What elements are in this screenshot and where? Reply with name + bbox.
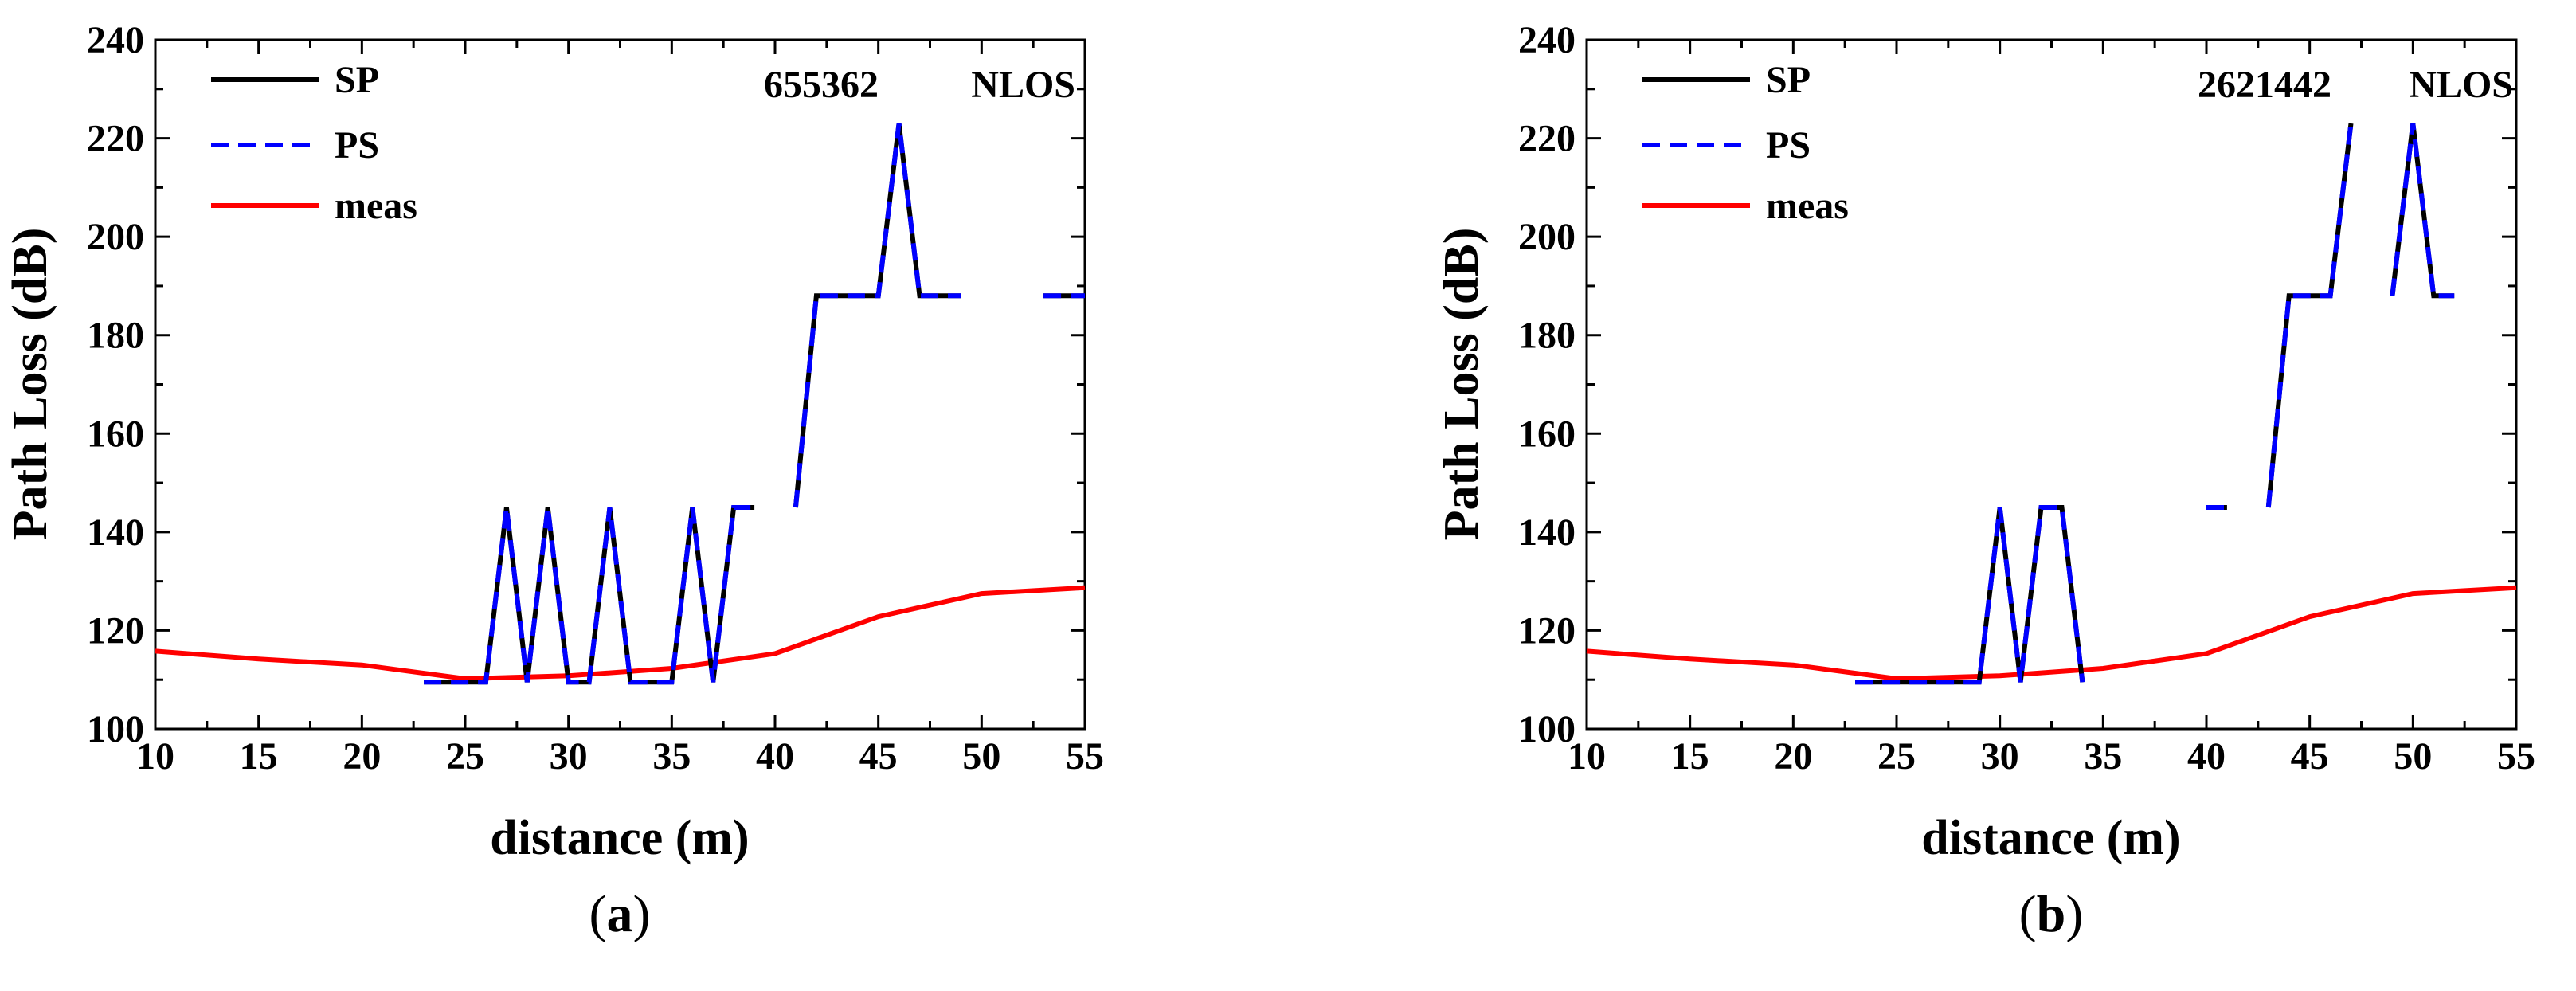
y-axis-title: Path Loss (dB)	[3, 228, 57, 541]
legend-label-ps: PS	[1766, 124, 1811, 166]
caption-b: (b)	[2019, 884, 2084, 945]
x-tick-label: 45	[859, 735, 898, 778]
annotation-label: NLOS	[971, 64, 1075, 106]
series-line-ps	[1855, 505, 2085, 685]
x-tick-label: 45	[2291, 735, 2329, 778]
series-line-sp	[793, 123, 961, 508]
y-tick-label: 100	[1518, 708, 1576, 750]
x-axis-title: distance (m)	[1921, 811, 2180, 865]
legend-label-ps: PS	[335, 124, 379, 166]
y-tick-label: 220	[87, 118, 144, 160]
y-tick-label: 200	[1518, 216, 1576, 258]
y-tick-label: 120	[87, 609, 144, 652]
series-line-ps	[793, 123, 961, 508]
x-tick-label: 55	[1066, 735, 1104, 778]
x-tick-label: 50	[962, 735, 1000, 778]
caption-open-paren: (	[589, 885, 607, 943]
x-tick-label: 20	[1774, 735, 1812, 778]
x-tick-label: 15	[1671, 735, 1709, 778]
annotation-label: NLOS	[2409, 64, 2513, 106]
legend-label-sp: SP	[335, 59, 379, 101]
x-tick-label: 15	[240, 735, 278, 778]
y-tick-label: 180	[1518, 315, 1576, 357]
caption-letter: b	[2036, 885, 2066, 943]
ticks-group: 10 15 20 25 30 35 40 45 50 55 100 120 140 160 180 200 22…	[87, 19, 1104, 778]
series-group	[1586, 123, 2517, 685]
caption-a: (a)	[589, 884, 651, 945]
y-tick-label: 200	[87, 216, 144, 258]
y-tick-label: 160	[87, 413, 144, 455]
x-tick-label: 35	[2084, 735, 2122, 778]
series-group	[155, 123, 1086, 685]
x-tick-label: 10	[1568, 735, 1606, 778]
y-tick-label: 100	[87, 708, 144, 750]
annotation-number: 2621442	[2198, 64, 2331, 106]
caption-open-paren: (	[2018, 885, 2037, 943]
series-line-meas	[1586, 585, 2517, 682]
plot-area-a: 10 15 20 25 30 35 40 45 50 55 100 120 140 160 180 200 22…	[87, 19, 1104, 778]
x-tick-label: 35	[652, 735, 691, 778]
caption-letter: a	[606, 885, 633, 943]
x-axis-title: distance (m)	[490, 811, 749, 865]
series-line-ps	[2390, 123, 2455, 299]
legend: SP PS meas	[1642, 59, 1849, 227]
legend-label-meas: meas	[335, 185, 417, 227]
series-line-ps	[2265, 123, 2354, 508]
y-tick-label: 140	[87, 511, 144, 554]
series-line-meas	[155, 585, 1086, 682]
caption-close-paren: )	[632, 885, 651, 943]
x-tick-label: 10	[136, 735, 174, 778]
legend-label-meas: meas	[1766, 185, 1849, 227]
y-axis-title: Path Loss (dB)	[1435, 228, 1489, 541]
chart-panel-a: 10 15 20 25 30 35 40 45 50 55 100 120 140 160 180 200 22…	[3, 19, 1104, 865]
annotation-number: 655362	[764, 64, 879, 106]
y-tick-label: 240	[1518, 19, 1576, 61]
y-tick-label: 220	[1518, 118, 1576, 160]
legend: SP PS meas	[211, 59, 417, 227]
caption-close-paren: )	[2065, 885, 2084, 943]
y-tick-label: 160	[1518, 413, 1576, 455]
x-tick-label: 50	[2394, 735, 2432, 778]
y-tick-label: 140	[1518, 511, 1576, 554]
y-tick-label: 120	[1518, 609, 1576, 652]
plot-area-b: 10 15 20 25 30 35 40 45 50 55 100 120 140 160 180 200 22…	[1518, 19, 2535, 778]
series-line-sp	[1855, 505, 2085, 685]
legend-label-sp: SP	[1766, 59, 1811, 101]
x-tick-label: 40	[756, 735, 794, 778]
x-tick-label: 20	[343, 735, 381, 778]
series-line-sp	[2265, 123, 2354, 508]
y-tick-label: 240	[87, 19, 144, 61]
x-tick-label: 30	[550, 735, 588, 778]
chart-panel-b: 10 15 20 25 30 35 40 45 50 55 100 120 140 160 180 200 22…	[1435, 19, 2535, 865]
x-tick-label: 25	[446, 735, 484, 778]
x-tick-label: 25	[1877, 735, 1916, 778]
x-tick-label: 30	[1981, 735, 2019, 778]
x-tick-label: 40	[2187, 735, 2226, 778]
x-tick-label: 55	[2497, 735, 2535, 778]
series-line-ps	[424, 505, 755, 685]
ticks-group: 10 15 20 25 30 35 40 45 50 55 100 120 140 160 180 200 22…	[1518, 19, 2535, 778]
y-tick-label: 180	[87, 315, 144, 357]
